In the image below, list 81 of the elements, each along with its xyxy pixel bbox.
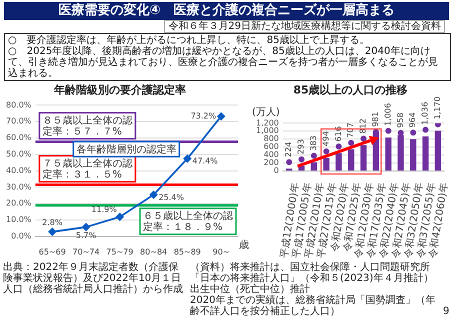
point [298,156,305,162]
ref-line-label: ７５歳以上全体の認定率：３１．５% [42,157,132,180]
y-tick-label: 50.0% [6,149,32,158]
point [82,223,90,231]
ref-line-label: ６５歳以上全体の認定率：１８．９% [143,210,233,233]
chart-title: 年齢階級別の要介護認定率 [53,83,186,96]
point [323,148,330,154]
y-tick-label: 20.0% [6,198,32,208]
text: ○ 2025年度以降、後期高齢者の増加は緩やかとなるが、85歳以上の人口は、2040年に向けて、引き続き増加が見込まれており、医療と介護の複合ニーズを持つ者が一層多くなることが見込まれる。 [8,46,439,79]
data-label: 224 [284,142,294,158]
point [348,140,354,146]
y-tick-label: 0 [274,166,279,176]
y-tick-label: 80.0% [6,100,32,110]
point [217,112,226,120]
data-label: 5.7% [76,231,97,240]
y-axis-title: (万人) [252,106,280,118]
y-tick-label: 10.0% [6,215,32,224]
y-tick-label: 400 [264,150,279,160]
data-label: 73.2% [190,111,217,120]
y-tick-label: 30.0% [6,182,32,192]
x-tick-label: 90~ [212,247,230,256]
annotation: 各年齢階層別の認定率 [76,143,176,156]
text: （資料）将来推計は、国立社会保障・人口問題研究所「日本の将来推計人口」（令和５(2023)年４月推計）出生中位（死亡中位）推計 [190,262,434,295]
point [336,143,342,150]
point [48,228,56,236]
y-tick-label: 70.0% [6,116,32,126]
x-tick-label: 85~89 [174,247,201,256]
data-label: 964 [408,112,418,128]
data-label: 812 [358,118,368,134]
data-label: 494 [321,131,330,146]
bar [348,149,354,170]
point [310,152,317,159]
data-label: 293 [296,139,306,154]
ref-line-label: ８５歳以上全体の認定率：５７．７% [42,114,132,138]
x-tick-label: 65~69 [38,247,66,256]
point [410,130,416,136]
point [116,212,124,221]
x-tick-label: 70~74 [72,247,100,256]
bar [410,139,416,170]
source-note: 出典：2022年９月末認定者数（介護保険事業状況報告）及び2022年10月１日人口（総務省統計局人口推計）から作成 [3,262,183,295]
text: 9 [443,306,450,317]
x-tick-label: 80~84 [140,247,168,256]
y-tick-label: 1,000 [256,126,279,136]
point [183,154,192,163]
data-label: 1,006 [383,103,392,126]
bar [422,136,429,170]
data-label: 11.9% [91,204,118,214]
y-tick-label: 800 [264,134,279,144]
y-tick-label: 1,200 [256,118,279,128]
point [398,130,404,136]
y-tick-label: 60.0% [6,133,32,142]
data-label: 1,170 [433,96,442,120]
bar [360,145,367,170]
y-tick-label: 600 [264,142,279,152]
text: 令和６年３月29日新たな地域医療構想等に関する検討会資料 [164,20,445,33]
data-label: 958 [396,112,405,128]
y-tick-label: 0.0% [11,231,32,240]
bar [434,130,442,170]
x-axis-title: 歳 [239,238,249,251]
data-label: 2.8% [42,218,63,227]
bar [385,138,392,170]
data-label: 47.4% [192,156,218,166]
text: 医療需要の変化④ 医療と介護の複合ニーズが一層高まる [4,2,449,20]
data-label: 981 [371,112,380,127]
data-label: 25.4% [158,192,184,202]
y-tick-label: 200 [264,158,279,168]
point [422,126,429,133]
data-label: 383 [308,135,318,151]
bar [323,158,330,170]
point [360,136,367,142]
text: 2020年までの実績は、総務省統計局「国勢調査」（年齢不詳人口を按分補正した人口） [190,295,436,317]
chart-title: 85歳以上の人口の推移 [293,83,408,96]
data-label: 1,036 [420,102,430,125]
y-tick-label: 40.0% [6,166,32,175]
x-tick-label: 75~79 [106,247,134,256]
bar [310,162,318,170]
point [385,128,392,134]
point [150,190,158,199]
point [286,159,292,166]
text: ○ 要介護認定率は、年齢が上がるにつれ上昇し、特に、85歳以上で上昇する。 [8,35,370,46]
bar [336,153,342,170]
